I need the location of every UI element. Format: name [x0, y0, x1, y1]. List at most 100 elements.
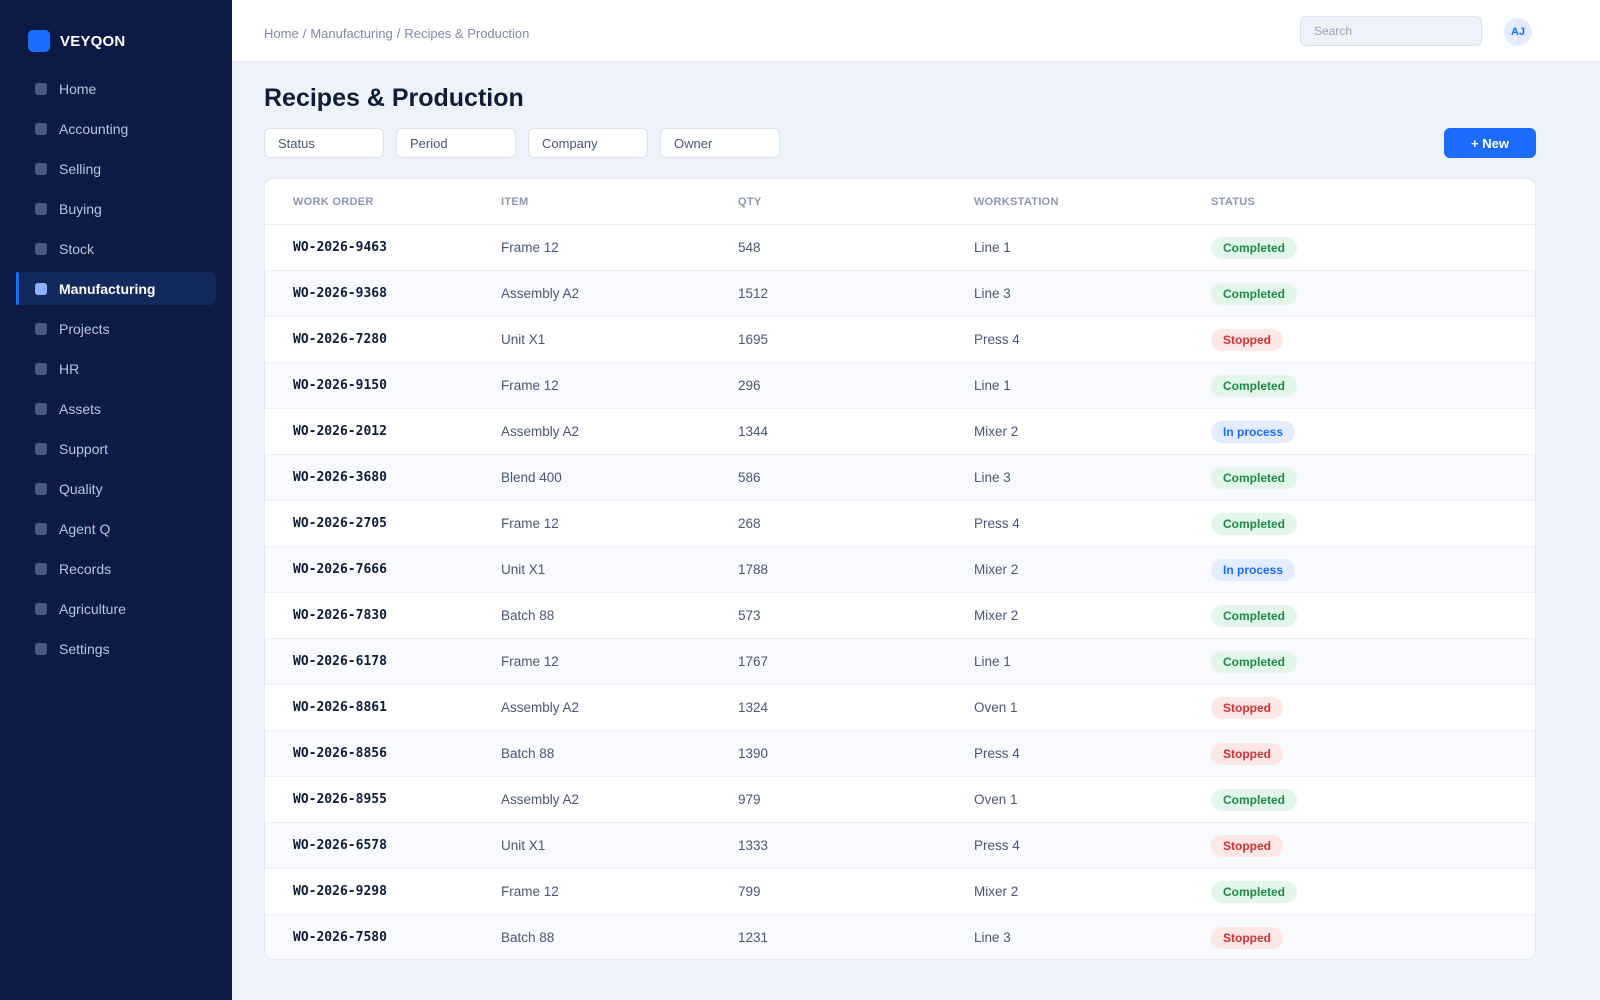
breadcrumb-manufacturing[interactable]: Manufacturing	[310, 26, 393, 41]
filter-owner[interactable]: Owner	[660, 128, 780, 158]
sidebar-item-selling[interactable]: Selling	[16, 152, 216, 185]
sidebar-item-assets[interactable]: Assets	[16, 392, 216, 425]
status-badge: Completed	[1211, 466, 1298, 489]
qty-cell: 296	[738, 378, 761, 393]
item-cell: Assembly A2	[501, 424, 580, 439]
status-badge: Stopped	[1211, 328, 1283, 351]
status-cell: Completed	[1211, 880, 1447, 903]
workstation-cell: Press 4	[974, 838, 1020, 853]
table-row[interactable]: WO-2026-9298 Frame 12 799 Mixer 2 Completed	[265, 869, 1535, 915]
table-row[interactable]: WO-2026-7580 Batch 88 1231 Line 3 Stopped	[265, 915, 1535, 959]
status-cell: Stopped	[1211, 834, 1447, 857]
workstation-cell: Line 3	[974, 286, 1011, 301]
column-header-item[interactable]: Item	[501, 195, 529, 208]
table-row[interactable]: WO-2026-6178 Frame 12 1767 Line 1 Completed	[265, 639, 1535, 685]
work-order-cell[interactable]: WO-2026-7666	[293, 562, 387, 577]
work-order-cell[interactable]: WO-2026-9298	[293, 884, 387, 899]
work-order-cell[interactable]: WO-2026-7830	[293, 608, 387, 623]
sidebar-item-agent-q[interactable]: Agent Q	[16, 512, 216, 545]
breadcrumb-home[interactable]: Home	[264, 26, 299, 41]
status-cell: Completed	[1211, 604, 1447, 627]
sidebar-item-records[interactable]: Records	[16, 552, 216, 585]
avatar[interactable]: AJ	[1504, 18, 1532, 46]
new-button[interactable]: + New	[1444, 128, 1536, 158]
sidebar-item-label: Support	[59, 440, 109, 457]
table-row[interactable]: WO-2026-2705 Frame 12 268 Press 4 Completed	[265, 501, 1535, 547]
nav-bullet-icon	[35, 322, 47, 335]
workstation-cell: Line 1	[974, 240, 1011, 255]
workstation-cell: Line 3	[974, 470, 1011, 485]
sidebar-item-hr[interactable]: HR	[16, 352, 216, 385]
nav-bullet-icon	[35, 442, 47, 455]
status-cell: Completed	[1211, 282, 1447, 305]
work-order-cell[interactable]: WO-2026-9368	[293, 286, 387, 301]
status-badge: Stopped	[1211, 742, 1283, 765]
table-row[interactable]: WO-2026-6578 Unit X1 1333 Press 4 Stopped	[265, 823, 1535, 869]
brand[interactable]: VEYQON	[28, 30, 125, 52]
status-cell: Completed	[1211, 788, 1447, 811]
table-row[interactable]: WO-2026-8955 Assembly A2 979 Oven 1 Complete…	[265, 777, 1535, 823]
work-order-cell[interactable]: WO-2026-6178	[293, 654, 387, 669]
sidebar-item-stock[interactable]: Stock	[16, 232, 216, 265]
nav-bullet-icon	[35, 562, 47, 575]
sidebar: VEYQON Home Accounting Selling Buying Stock M…	[0, 0, 232, 1000]
work-order-cell[interactable]: WO-2026-9463	[293, 240, 387, 255]
table-row[interactable]: WO-2026-2012 Assembly A2 1344 Mixer 2 In pro…	[265, 409, 1535, 455]
workstation-cell: Press 4	[974, 746, 1020, 761]
work-order-cell[interactable]: WO-2026-8856	[293, 746, 387, 761]
sidebar-item-home[interactable]: Home	[16, 72, 216, 105]
table-row[interactable]: WO-2026-9150 Frame 12 296 Line 1 Completed	[265, 363, 1535, 409]
table-row[interactable]: WO-2026-7830 Batch 88 573 Mixer 2 Completed	[265, 593, 1535, 639]
work-order-cell[interactable]: WO-2026-6578	[293, 838, 387, 853]
sidebar-item-accounting[interactable]: Accounting	[16, 112, 216, 145]
table-row[interactable]: WO-2026-7280 Unit X1 1695 Press 4 Stopped	[265, 317, 1535, 363]
sidebar-item-label: Agent Q	[59, 520, 111, 537]
work-order-cell[interactable]: WO-2026-7580	[293, 930, 387, 945]
work-order-cell[interactable]: WO-2026-2012	[293, 424, 387, 439]
sidebar-item-label: Quality	[59, 480, 103, 497]
qty-cell: 1231	[738, 930, 769, 945]
sidebar-item-buying[interactable]: Buying	[16, 192, 216, 225]
search-input[interactable]	[1300, 16, 1482, 46]
column-header-qty[interactable]: Qty	[738, 195, 762, 208]
status-cell: In process	[1211, 420, 1447, 443]
status-cell: Stopped	[1211, 742, 1447, 765]
workstation-cell: Line 1	[974, 654, 1011, 669]
item-cell: Batch 88	[501, 746, 555, 761]
status-badge: Stopped	[1211, 926, 1283, 949]
table-row[interactable]: WO-2026-8861 Assembly A2 1324 Oven 1 Stopped	[265, 685, 1535, 731]
sidebar-item-manufacturing[interactable]: Manufacturing	[16, 272, 216, 305]
sidebar-item-support[interactable]: Support	[16, 432, 216, 465]
filter-period[interactable]: Period	[396, 128, 516, 158]
work-order-cell[interactable]: WO-2026-2705	[293, 516, 387, 531]
table-row[interactable]: WO-2026-3680 Blend 400 586 Line 3 Completed	[265, 455, 1535, 501]
table-row[interactable]: WO-2026-7666 Unit X1 1788 Mixer 2 In process	[265, 547, 1535, 593]
item-cell: Frame 12	[501, 378, 559, 393]
status-badge: Completed	[1211, 788, 1298, 811]
status-cell: Completed	[1211, 512, 1447, 535]
table-row[interactable]: WO-2026-8856 Batch 88 1390 Press 4 Stopped	[265, 731, 1535, 777]
column-header-work-order[interactable]: Work Order	[293, 195, 374, 208]
work-order-cell[interactable]: WO-2026-8955	[293, 792, 387, 807]
qty-cell: 799	[738, 884, 761, 899]
workstation-cell: Line 3	[974, 930, 1011, 945]
nav-bullet-icon	[35, 402, 47, 415]
sidebar-item-quality[interactable]: Quality	[16, 472, 216, 505]
filter-company[interactable]: Company	[528, 128, 648, 158]
work-order-cell[interactable]: WO-2026-8861	[293, 700, 387, 715]
breadcrumb: Home / Manufacturing / Recipes & Production	[264, 26, 529, 41]
column-header-status[interactable]: Status	[1211, 195, 1256, 208]
sidebar-item-settings[interactable]: Settings	[16, 632, 216, 665]
work-order-cell[interactable]: WO-2026-7280	[293, 332, 387, 347]
table-row[interactable]: WO-2026-9368 Assembly A2 1512 Line 3 Complet…	[265, 271, 1535, 317]
status-badge: In process	[1211, 420, 1296, 443]
status-cell: Completed	[1211, 650, 1447, 673]
column-header-workstation[interactable]: Workstation	[974, 195, 1059, 208]
filter-status[interactable]: Status	[264, 128, 384, 158]
item-cell: Assembly A2	[501, 700, 580, 715]
sidebar-item-agriculture[interactable]: Agriculture	[16, 592, 216, 625]
work-order-cell[interactable]: WO-2026-3680	[293, 470, 387, 485]
table-row[interactable]: WO-2026-9463 Frame 12 548 Line 1 Completed	[265, 225, 1535, 271]
work-order-cell[interactable]: WO-2026-9150	[293, 378, 387, 393]
sidebar-item-projects[interactable]: Projects	[16, 312, 216, 345]
